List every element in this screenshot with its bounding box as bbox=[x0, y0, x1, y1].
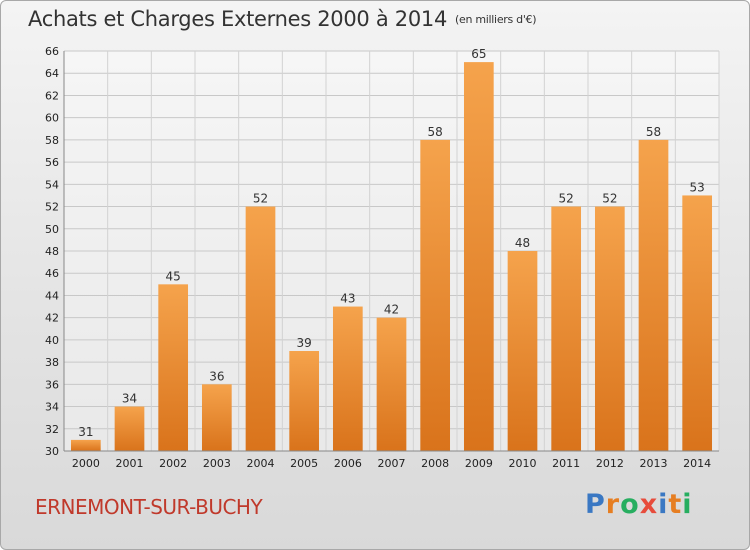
x-tick-label: 2009 bbox=[465, 457, 493, 470]
logo-letter: i bbox=[682, 489, 693, 520]
y-tick-label: 30 bbox=[45, 445, 59, 458]
bars-layer: 31 34 45 36 52 39 43 42 58 65 48 52 52 58 53 bbox=[70, 47, 713, 451]
bar bbox=[507, 251, 538, 451]
bar bbox=[201, 384, 232, 451]
bar bbox=[289, 351, 320, 451]
bar bbox=[463, 62, 494, 451]
y-tick-label: 64 bbox=[45, 67, 59, 80]
y-tick-label: 60 bbox=[45, 112, 59, 125]
x-tick-label: 2008 bbox=[421, 457, 449, 470]
bar-value-label: 42 bbox=[384, 303, 399, 317]
x-tick-label: 2003 bbox=[203, 457, 231, 470]
bar bbox=[638, 139, 669, 451]
bar-value-label: 65 bbox=[471, 47, 486, 61]
y-tick-label: 48 bbox=[45, 245, 59, 258]
axis-layer: 30 32 34 36 38 40 42 44 46 48 50 52 54 56 58 60 62 64 66 20… bbox=[45, 45, 719, 470]
y-tick-label: 36 bbox=[45, 378, 59, 391]
y-tick-label: 58 bbox=[45, 134, 59, 147]
logo-letter: t bbox=[668, 489, 683, 520]
logo-letter: P bbox=[585, 489, 606, 520]
x-tick-label: 2014 bbox=[683, 457, 711, 470]
bar bbox=[682, 195, 713, 451]
bar-value-label: 52 bbox=[602, 192, 617, 206]
bar-value-label: 52 bbox=[559, 192, 574, 206]
y-tick-label: 54 bbox=[45, 178, 59, 191]
y-tick-label: 56 bbox=[45, 156, 59, 169]
chart-title: Achats et Charges Externes 2000 à 2014 (e… bbox=[28, 7, 537, 31]
y-tick-label: 50 bbox=[45, 223, 59, 236]
commune-name: ERNEMONT-SUR-BUCHY bbox=[35, 495, 263, 519]
bar-value-label: 34 bbox=[122, 392, 137, 406]
x-tick-label: 2006 bbox=[334, 457, 362, 470]
bar-value-label: 58 bbox=[646, 125, 661, 139]
bar-value-label: 48 bbox=[515, 236, 530, 250]
x-tick-label: 2012 bbox=[596, 457, 624, 470]
x-tick-label: 2011 bbox=[552, 457, 580, 470]
bar-value-label: 39 bbox=[297, 336, 312, 350]
y-tick-label: 46 bbox=[45, 267, 59, 280]
proxiti-logo[interactable]: Proxiti bbox=[585, 489, 693, 520]
x-tick-label: 2000 bbox=[72, 457, 100, 470]
bar bbox=[114, 406, 145, 451]
bar bbox=[376, 317, 407, 451]
y-tick-label: 62 bbox=[45, 89, 59, 102]
y-tick-label: 40 bbox=[45, 334, 59, 347]
x-tick-label: 2005 bbox=[290, 457, 318, 470]
bar bbox=[551, 206, 582, 451]
x-tick-label: 2007 bbox=[378, 457, 406, 470]
x-tick-label: 2004 bbox=[247, 457, 275, 470]
bar-value-label: 58 bbox=[428, 125, 443, 139]
x-tick-label: 2001 bbox=[116, 457, 144, 470]
bar bbox=[332, 306, 363, 451]
x-tick-label: 2010 bbox=[509, 457, 537, 470]
y-tick-label: 38 bbox=[45, 356, 59, 369]
x-tick-label: 2013 bbox=[640, 457, 668, 470]
bar-value-label: 53 bbox=[690, 180, 705, 194]
bar bbox=[245, 206, 276, 451]
logo-letter: x bbox=[639, 489, 659, 520]
y-tick-label: 32 bbox=[45, 423, 59, 436]
y-tick-label: 66 bbox=[45, 45, 59, 58]
chart-subtitle: (en milliers d'€) bbox=[455, 13, 537, 26]
y-tick-label: 52 bbox=[45, 201, 59, 214]
bar bbox=[158, 284, 189, 451]
bar-value-label: 52 bbox=[253, 192, 268, 206]
bar-value-label: 36 bbox=[209, 369, 224, 383]
bar-value-label: 45 bbox=[166, 269, 181, 283]
y-tick-label: 34 bbox=[45, 401, 59, 414]
bar-value-label: 43 bbox=[340, 292, 355, 306]
bar bbox=[70, 439, 101, 451]
y-tick-label: 44 bbox=[45, 289, 59, 302]
bar bbox=[594, 206, 625, 451]
logo-letter: i bbox=[658, 489, 669, 520]
bar bbox=[420, 139, 451, 451]
y-tick-label: 42 bbox=[45, 312, 59, 325]
bar-value-label: 31 bbox=[78, 425, 93, 439]
logo-letter: o bbox=[620, 489, 640, 520]
x-tick-label: 2002 bbox=[159, 457, 187, 470]
logo-letter: r bbox=[605, 489, 621, 520]
